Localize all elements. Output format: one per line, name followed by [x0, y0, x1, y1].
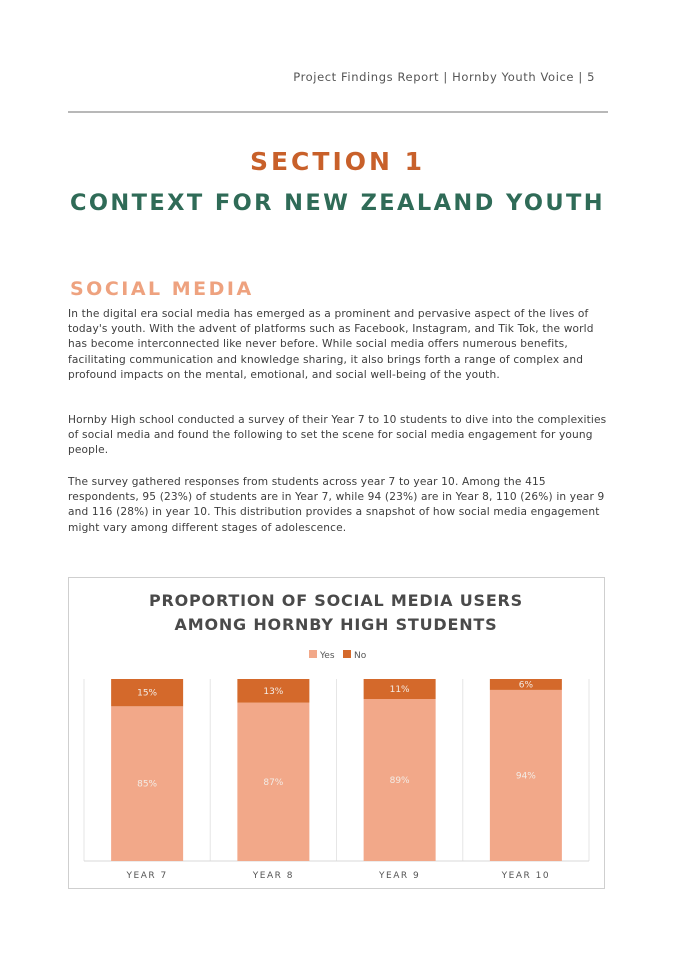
- data-label: 11%: [390, 685, 410, 695]
- category-label: YEAR 7: [126, 871, 168, 881]
- social-media-chart: PROPORTION OF SOCIAL MEDIA USERS AMONG HO…: [68, 577, 605, 889]
- survey-paragraph: Hornby High school conducted a survey of…: [68, 414, 607, 457]
- data-label: 15%: [137, 689, 157, 699]
- legend-label-no: No: [354, 651, 367, 661]
- category-label: YEAR 10: [501, 871, 550, 881]
- bar-yes-year-10: [489, 689, 562, 861]
- category-label: YEAR 9: [378, 871, 420, 881]
- chart-canvas: PROPORTION OF SOCIAL MEDIA USERS AMONG HO…: [83, 591, 590, 881]
- data-label: 89%: [390, 776, 410, 786]
- bar-no-year-10: [489, 679, 562, 690]
- bar-yes-year-8: [237, 702, 310, 861]
- legend-label-yes: Yes: [319, 651, 335, 661]
- data-label: 94%: [516, 771, 536, 781]
- chart-title-line: AMONG HORNBY HIGH STUDENTS: [175, 615, 498, 634]
- intro-paragraph: In the digital era social media has emer…: [68, 308, 594, 381]
- category-label: YEAR 8: [252, 871, 294, 881]
- bar-no-year-9: [363, 679, 436, 700]
- section-number: SECTION 1: [249, 147, 426, 176]
- social-media-heading: SOCIAL MEDIA: [70, 278, 254, 300]
- data-label: 85%: [137, 780, 157, 790]
- chart-title-line: PROPORTION OF SOCIAL MEDIA USERS: [149, 591, 523, 610]
- bar-no-year-8: [237, 679, 310, 703]
- data-label: 6%: [519, 680, 534, 690]
- data-label: 13%: [263, 687, 283, 697]
- header-divider: [68, 111, 608, 113]
- bar-yes-year-7: [111, 706, 184, 861]
- bar-no-year-7: [111, 679, 184, 707]
- page-header: Project Findings Report | Hornby Youth V…: [293, 70, 595, 84]
- legend-swatch-no: [343, 650, 351, 658]
- bar-yes-year-9: [363, 699, 436, 861]
- section-title: CONTEXT FOR NEW ZEALAND YOUTH: [69, 190, 606, 216]
- data-label: 87%: [263, 778, 283, 788]
- respondents-paragraph: The survey gathered responses from stude…: [68, 476, 605, 534]
- legend-swatch-yes: [309, 650, 317, 658]
